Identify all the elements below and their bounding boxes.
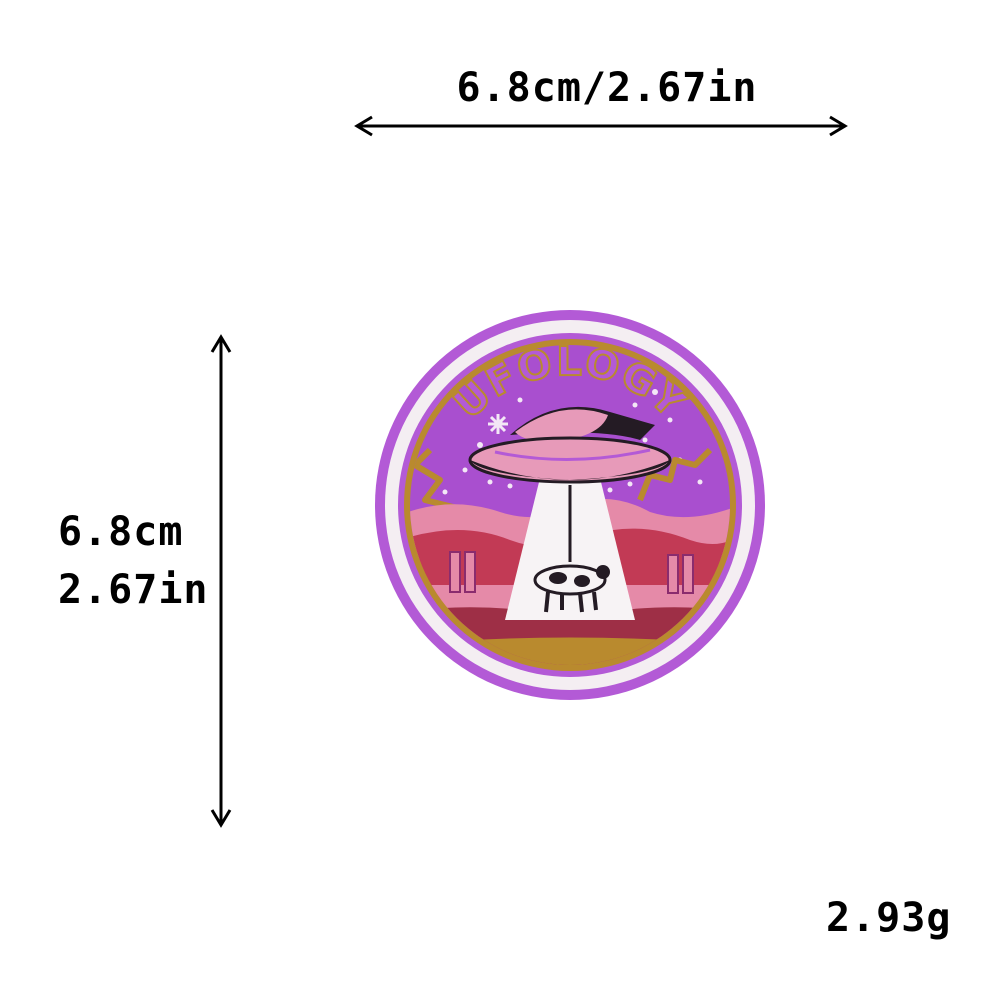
sparkle-icon <box>488 414 508 434</box>
ufology-patch-image: UFOLOGY <box>375 310 765 700</box>
cow-icon <box>533 564 610 613</box>
ufo-icon <box>468 406 672 484</box>
lightning-icon-right <box>637 447 713 502</box>
height-dimension-label-in: 2.67in <box>58 567 209 613</box>
weight-label: 2.93g <box>826 895 952 941</box>
width-dimension-label: 6.8cm/2.67in <box>456 65 758 111</box>
height-dimension-label-cm: 6.8cm <box>58 509 184 555</box>
